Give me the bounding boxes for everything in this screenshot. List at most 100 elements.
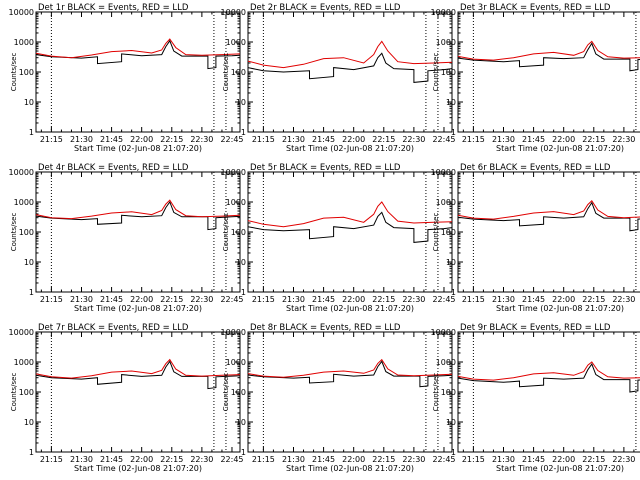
x-tick-label: 22:30 <box>190 295 213 304</box>
panel-title: Det 6r BLACK = Events, RED = LLD <box>460 163 611 173</box>
y-axis-label: Counts/sec <box>222 53 230 92</box>
panel-det-6r: Det 6r BLACK = Events, RED = LLD 1 10 100 10… <box>431 163 640 313</box>
x-axis-label: Start Time (02-Jun-08 21:07:20) <box>74 304 202 313</box>
y-tick-label: 100 <box>231 68 246 77</box>
y-axis-label: Counts/sec <box>222 213 230 252</box>
events-series-line <box>247 52 453 83</box>
y-tick-label: 10000 <box>9 168 34 177</box>
x-tick-label: 22:15 <box>372 455 395 464</box>
lld-series-line <box>247 201 453 228</box>
lld-series-line <box>247 358 453 378</box>
y-axis-label: Counts/sec <box>10 53 18 92</box>
y-tick-label: 10 <box>24 418 34 427</box>
events-series-line <box>35 39 241 70</box>
y-tick-label: 10 <box>24 98 34 107</box>
x-tick-label: 21:30 <box>70 135 93 144</box>
lld-series-line <box>35 38 241 59</box>
x-tick-label: 21:45 <box>100 295 123 304</box>
x-tick-label: 21:45 <box>312 135 335 144</box>
x-axis-label: Start Time (02-Jun-08 21:07:20) <box>286 144 414 153</box>
y-tick-label: 1 <box>451 128 456 137</box>
events-series-line <box>35 360 241 390</box>
panel-title: Det 3r BLACK = Events, RED = LLD <box>460 3 611 13</box>
x-tick-label: 22:15 <box>372 135 395 144</box>
x-tick-label: 21:30 <box>492 295 515 304</box>
y-tick-label: 10000 <box>221 328 246 337</box>
y-tick-label: 1000 <box>436 358 456 367</box>
y-axis-label: Counts/sec <box>10 373 18 412</box>
x-tick-label: 21:45 <box>312 455 335 464</box>
y-tick-label: 1000 <box>436 198 456 207</box>
y-tick-label: 100 <box>441 68 456 77</box>
x-axis-label: Start Time (02-Jun-08 21:07:20) <box>286 464 414 473</box>
x-tick-label: 21:30 <box>282 295 305 304</box>
x-tick-label: 22:00 <box>552 295 575 304</box>
panel-det-1r: Det 1r BLACK = Events, RED = LLD 1 10 100 10… <box>9 3 244 153</box>
y-tick-label: 10 <box>236 258 246 267</box>
panel-det-8r: Det 8r BLACK = Events, RED = LLD 1 10 100 10… <box>221 323 456 473</box>
y-tick-label: 100 <box>231 228 246 237</box>
x-tick-label: 21:15 <box>40 455 63 464</box>
y-tick-label: 1 <box>29 288 34 297</box>
y-tick-label: 1 <box>451 448 456 457</box>
x-tick-label: 22:00 <box>130 135 153 144</box>
x-axis-label: Start Time (02-Jun-08 21:07:20) <box>286 304 414 313</box>
x-tick-label: 21:30 <box>70 295 93 304</box>
plot-frame <box>457 331 640 453</box>
y-axis-label: Counts/sec <box>222 373 230 412</box>
x-tick-label: 21:15 <box>40 135 63 144</box>
x-tick-label: 22:15 <box>582 455 605 464</box>
panel-det-5r: Det 5r BLACK = Events, RED = LLD 1 10 100 10… <box>221 163 456 313</box>
x-tick-label: 22:15 <box>582 295 605 304</box>
y-tick-label: 1 <box>241 128 246 137</box>
x-tick-label: 22:30 <box>612 295 635 304</box>
x-tick-label: 22:15 <box>160 135 183 144</box>
plot-frame <box>35 331 241 453</box>
x-tick-label: 22:45 <box>432 455 455 464</box>
y-tick-label: 1 <box>29 448 34 457</box>
x-tick-label: 21:45 <box>312 295 335 304</box>
lld-series-line <box>457 40 640 61</box>
y-tick-label: 10000 <box>221 168 246 177</box>
y-tick-label: 1000 <box>14 198 34 207</box>
y-tick-label: 1 <box>451 288 456 297</box>
x-axis-label: Start Time (02-Jun-08 21:07:20) <box>496 304 624 313</box>
corner-marker <box>225 333 236 338</box>
y-tick-label: 1000 <box>14 38 34 47</box>
x-tick-label: 22:00 <box>130 455 153 464</box>
panel-det-4r: Det 4r BLACK = Events, RED = LLD 1 10 100 10… <box>9 163 244 313</box>
x-tick-label: 21:30 <box>492 455 515 464</box>
corner-marker <box>225 13 236 18</box>
x-tick-label: 21:15 <box>40 295 63 304</box>
y-tick-label: 1 <box>241 288 246 297</box>
events-series-line <box>247 211 453 243</box>
x-tick-label: 22:15 <box>582 135 605 144</box>
y-tick-label: 100 <box>441 228 456 237</box>
y-tick-label: 1 <box>241 448 246 457</box>
lld-series-line <box>457 361 640 381</box>
x-tick-label: 21:30 <box>282 455 305 464</box>
x-tick-label: 22:00 <box>342 295 365 304</box>
events-series-line <box>457 201 640 232</box>
x-tick-label: 21:30 <box>492 135 515 144</box>
y-tick-label: 10000 <box>431 328 456 337</box>
y-tick-label: 1000 <box>226 198 246 207</box>
x-tick-label: 22:45 <box>432 135 455 144</box>
y-tick-label: 1000 <box>14 358 34 367</box>
x-tick-label: 21:15 <box>252 295 275 304</box>
plot-frame <box>247 171 453 293</box>
x-tick-label: 22:30 <box>402 135 425 144</box>
x-axis-label: Start Time (02-Jun-08 21:07:20) <box>74 464 202 473</box>
plot-frame <box>35 171 241 293</box>
events-series-line <box>457 363 640 393</box>
plot-frame <box>247 331 453 453</box>
panel-title: Det 8r BLACK = Events, RED = LLD <box>250 323 401 333</box>
panel-det-9r: Det 9r BLACK = Events, RED = LLD 1 10 100 10… <box>431 323 640 473</box>
plot-frame <box>35 11 241 133</box>
y-tick-label: 1000 <box>226 358 246 367</box>
panel-det-7r: Det 7r BLACK = Events, RED = LLD 1 10 100 10… <box>9 323 244 473</box>
y-tick-label: 100 <box>19 388 34 397</box>
x-tick-label: 22:00 <box>130 295 153 304</box>
x-tick-label: 21:15 <box>252 455 275 464</box>
x-tick-label: 21:15 <box>462 455 485 464</box>
